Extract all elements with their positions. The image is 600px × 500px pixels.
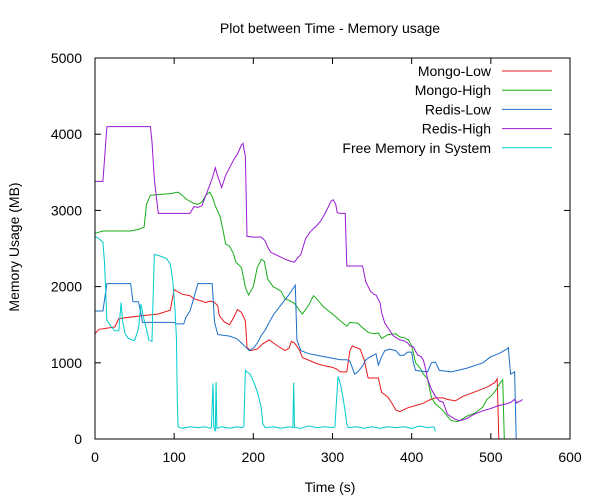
x-tick-label: 200	[242, 449, 266, 465]
y-tick-label: 5000	[51, 50, 82, 66]
chart-title: Plot between Time - Memory usage	[220, 20, 440, 36]
x-tick-label: 300	[321, 449, 345, 465]
y-tick-label: 2000	[51, 279, 82, 295]
legend-label: Redis-Low	[425, 101, 492, 117]
legend-label: Mongo-High	[415, 82, 491, 98]
series-group	[94, 126, 523, 440]
y-tick-label: 4000	[51, 126, 82, 142]
plot-frame	[94, 57, 571, 440]
legend: Mongo-Low Mongo-High Redis-Low Redis-High Fr…	[342, 63, 552, 156]
legend-label: Free Memory in System	[342, 140, 491, 156]
x-tick-label: 600	[558, 449, 582, 465]
series-line-redis-low	[95, 283, 517, 440]
series-line-mongo-high	[94, 191, 505, 440]
x-tick-label: 100	[162, 449, 186, 465]
series-line-mongo-low	[94, 288, 500, 440]
legend-label: Mongo-Low	[418, 63, 492, 79]
legend-label: Redis-High	[422, 121, 491, 137]
x-tick-label: 0	[91, 449, 99, 465]
x-axis: 0 100 200 300 400 500 600	[91, 58, 582, 465]
x-tick-label: 500	[479, 449, 503, 465]
y-axis-label: Memory Usage (MB)	[6, 182, 22, 311]
y-tick-label: 0	[74, 431, 82, 447]
x-axis-label: Time (s)	[305, 479, 356, 495]
y-axis: 0 1000 2000 3000 4000 5000	[51, 50, 570, 447]
series-line-redis-high	[95, 126, 523, 422]
y-tick-label: 1000	[51, 355, 82, 371]
y-tick-label: 3000	[51, 202, 82, 218]
x-tick-label: 400	[400, 449, 424, 465]
series-line-free-memory-in-system	[94, 235, 436, 432]
